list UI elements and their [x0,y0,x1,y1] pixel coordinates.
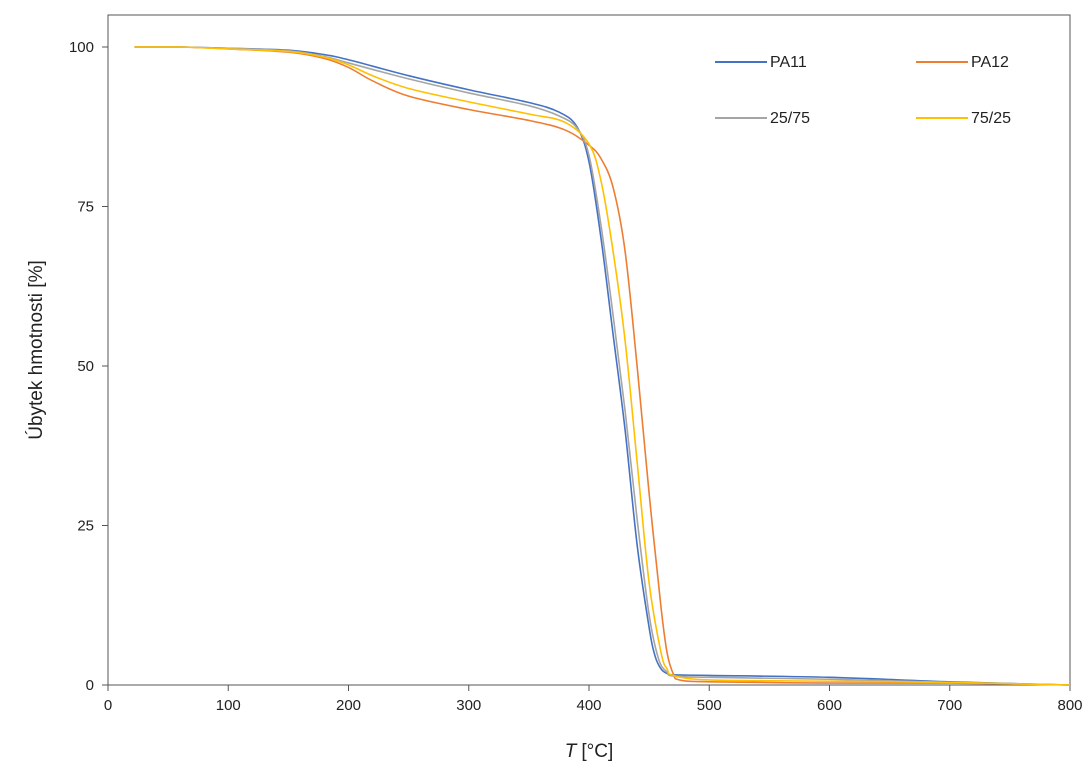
y-tick-label: 75 [77,199,94,216]
y-tick-label: 25 [77,518,94,535]
x-tick-label: 100 [216,697,241,714]
x-tick-label: 200 [336,697,361,714]
y-axis-ticks: 0 25 50 75 100 [69,39,108,694]
legend-label-75-25: 75/25 [971,110,1011,127]
legend-label-pa12: PA12 [971,54,1009,71]
x-tick-label: 400 [576,697,601,714]
series-line-75-25 [134,46,1071,686]
series-line-pa12 [134,46,1071,686]
y-tick-label: 50 [77,358,94,375]
x-tick-label: 800 [1057,697,1082,714]
plot-area-frame [107,14,1071,686]
legend-label-25-75: 25/75 [770,110,810,127]
y-tick-label: 100 [69,39,94,56]
series-line-pa11 [134,46,1071,686]
x-tick-label: 700 [937,697,962,714]
legend-label-pa11: PA11 [770,54,807,71]
x-tick-label: 300 [456,697,481,714]
legend: PA11 PA12 25/75 75/25 [715,54,1011,127]
x-tick-label: 600 [817,697,842,714]
series-line-25-75 [134,46,1071,686]
y-axis-title: Úbytek hmotnosti [%] [25,260,47,440]
x-axis-unit: [°C] [581,741,613,762]
y-tick-label: 0 [86,677,94,694]
x-axis-title: T [°C] [565,741,614,762]
x-tick-label: 500 [697,697,722,714]
x-axis-ticks: 0 100 200 300 400 500 600 700 800 [104,685,1083,714]
series-lines [134,46,1071,686]
x-axis-symbol: T [565,741,578,762]
x-tick-label: 0 [104,697,112,714]
